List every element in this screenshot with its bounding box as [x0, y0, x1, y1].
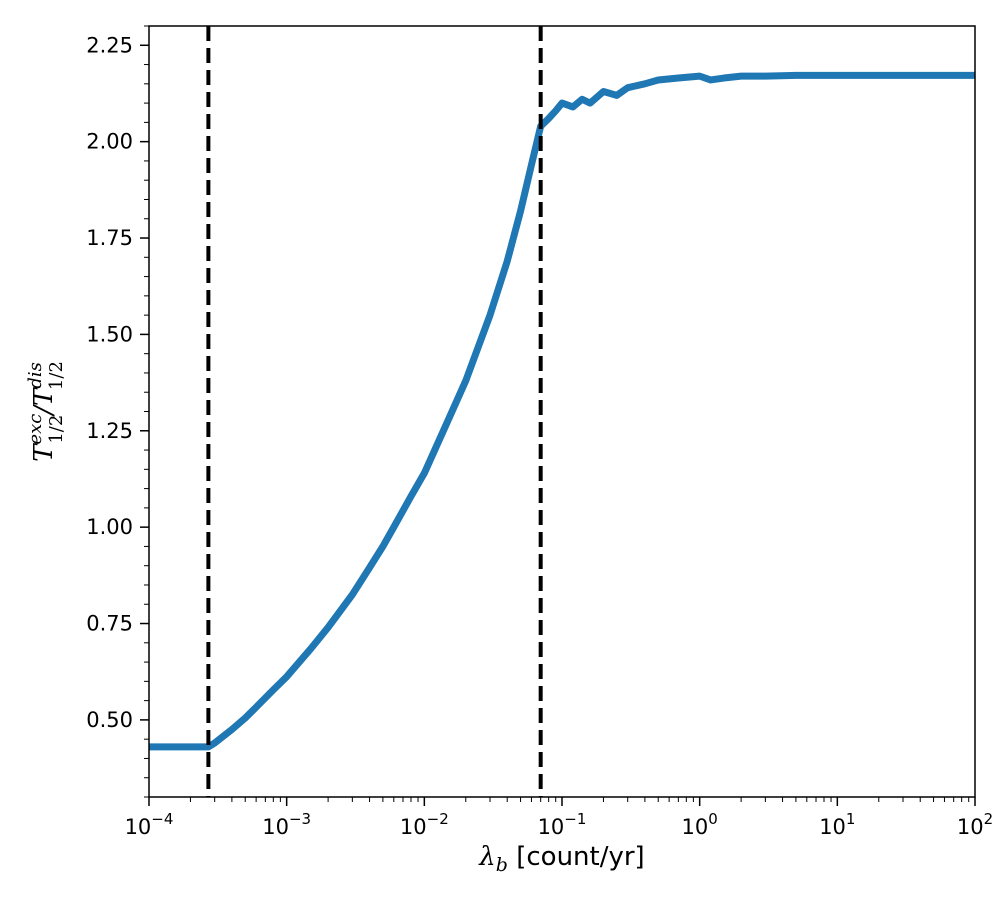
series-line-0	[149, 71, 975, 751]
x-tick-label-3: 10−1	[538, 810, 587, 839]
x-tick-label-4: 100	[682, 810, 718, 839]
x-tick-label-6: 102	[957, 810, 993, 839]
y-tick-label-1: 0.75	[86, 612, 133, 636]
y-tick-label-0: 0.50	[86, 708, 133, 732]
x-tick-label-1: 10−3	[262, 810, 311, 839]
y-tick-label-5: 1.75	[86, 226, 133, 250]
y-tick-label-3: 1.25	[86, 419, 133, 443]
x-tick-label-2: 10−2	[400, 810, 449, 839]
plot-area	[149, 26, 975, 797]
y-tick-label-7: 2.25	[86, 33, 133, 57]
y-axis-label: Texc1/2/Tdis1/2	[25, 361, 67, 462]
y-tick-label-2: 1.00	[86, 515, 133, 539]
y-tick-label-4: 1.50	[86, 322, 133, 346]
y-tick-label-6: 2.00	[86, 130, 133, 154]
x-axis-label: λb [count/yr]	[478, 842, 644, 876]
axes: 10−4 10−3 10−2 10−1 100 101 102 0.50 0.75 1.00 1.2…	[86, 25, 993, 839]
axis-labels: λb [count/yr] Texc1/2/Tdis1/2	[25, 361, 645, 876]
plot-frame	[148, 25, 976, 798]
x-tick-label-5: 101	[819, 810, 855, 839]
x-tick-label-0: 10−4	[125, 810, 174, 839]
